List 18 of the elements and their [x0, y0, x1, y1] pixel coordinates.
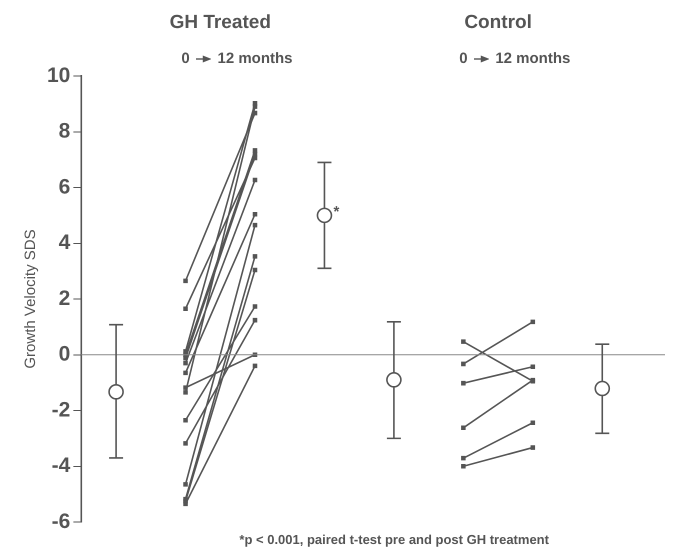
y-tick-label: 2: [58, 286, 70, 310]
y-tick-label: -4: [52, 454, 71, 478]
y-tick-label: -6: [52, 510, 70, 533]
y-tick-label: 0: [58, 342, 70, 366]
y-axis-title: Growth Velocity SDS: [22, 229, 40, 369]
y-tick-label: 10: [47, 64, 70, 87]
y-tick-label: 8: [58, 120, 71, 143]
text: GH Treated: [170, 12, 271, 33]
y-tick-label: 6: [58, 175, 70, 198]
x-tick-label: 12 months: [495, 50, 570, 68]
y-tick-label: -2: [52, 398, 70, 422]
y-tick-label: 4: [58, 231, 71, 254]
text: Control: [464, 12, 532, 33]
x-tick-label: 0: [181, 50, 190, 68]
data-label: *: [333, 204, 340, 221]
x-tick-label: 0: [459, 50, 468, 68]
x-tick-label: 12 months: [217, 50, 293, 68]
text: *p < 0.001, paired t-test pre and post GH treatment: [239, 532, 550, 547]
